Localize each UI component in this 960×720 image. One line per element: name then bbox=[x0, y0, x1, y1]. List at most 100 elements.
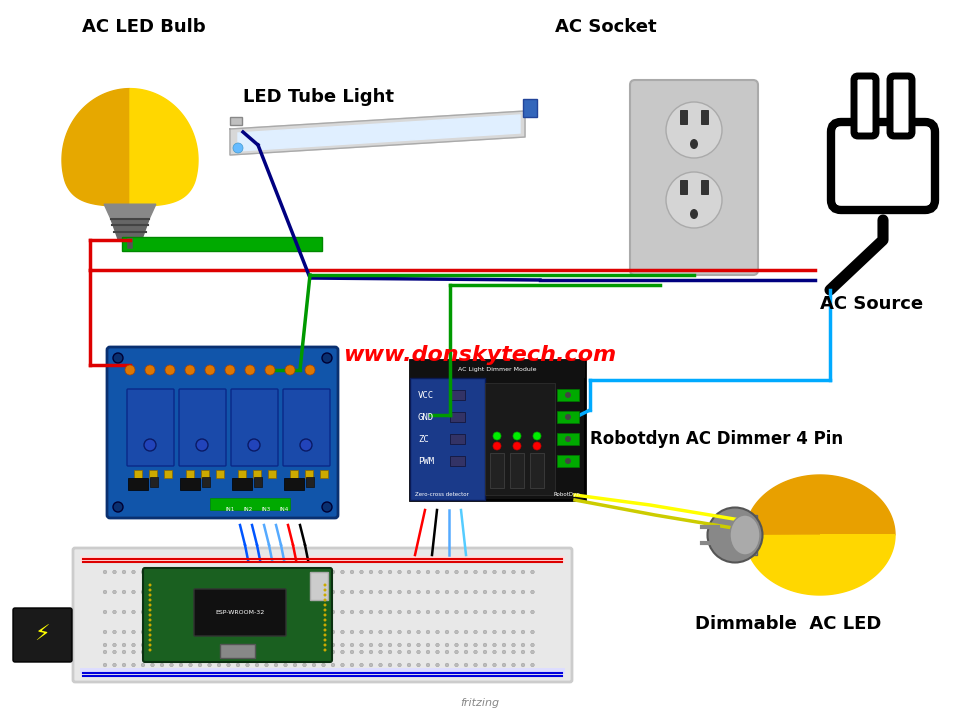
Circle shape bbox=[493, 442, 501, 450]
Circle shape bbox=[198, 630, 202, 634]
Circle shape bbox=[322, 353, 332, 363]
Text: www.donskytech.com: www.donskytech.com bbox=[344, 345, 616, 365]
Circle shape bbox=[122, 643, 126, 647]
Circle shape bbox=[284, 630, 287, 634]
Circle shape bbox=[473, 663, 477, 667]
Text: PWM: PWM bbox=[418, 456, 434, 466]
Circle shape bbox=[417, 663, 420, 667]
Text: AC Light Dimmer Module: AC Light Dimmer Module bbox=[458, 366, 537, 372]
Circle shape bbox=[305, 365, 315, 375]
Bar bbox=[557, 433, 579, 445]
Circle shape bbox=[227, 610, 230, 613]
Circle shape bbox=[189, 643, 192, 647]
Circle shape bbox=[502, 630, 506, 634]
FancyBboxPatch shape bbox=[194, 589, 286, 636]
FancyBboxPatch shape bbox=[179, 389, 226, 466]
Circle shape bbox=[180, 570, 182, 574]
Circle shape bbox=[324, 583, 326, 587]
Text: IN3: IN3 bbox=[261, 507, 271, 512]
Circle shape bbox=[112, 643, 116, 647]
Circle shape bbox=[322, 610, 325, 613]
Circle shape bbox=[370, 650, 372, 654]
Circle shape bbox=[350, 570, 354, 574]
Circle shape bbox=[324, 603, 326, 606]
Text: Zero-cross detector: Zero-cross detector bbox=[415, 492, 468, 497]
Circle shape bbox=[149, 588, 152, 592]
Circle shape bbox=[473, 650, 477, 654]
Circle shape bbox=[407, 643, 411, 647]
Bar bbox=[410, 378, 485, 500]
Circle shape bbox=[360, 630, 363, 634]
Circle shape bbox=[445, 643, 449, 647]
Circle shape bbox=[236, 650, 240, 654]
Circle shape bbox=[465, 590, 468, 594]
Circle shape bbox=[341, 630, 345, 634]
Polygon shape bbox=[104, 204, 156, 219]
Text: ESP-WROOM-32: ESP-WROOM-32 bbox=[215, 611, 265, 616]
Circle shape bbox=[397, 590, 401, 594]
Circle shape bbox=[388, 650, 392, 654]
Circle shape bbox=[341, 590, 345, 594]
Circle shape bbox=[397, 630, 401, 634]
Circle shape bbox=[265, 650, 268, 654]
Circle shape bbox=[465, 610, 468, 613]
Circle shape bbox=[151, 590, 155, 594]
Circle shape bbox=[426, 663, 430, 667]
Circle shape bbox=[521, 630, 525, 634]
Circle shape bbox=[445, 570, 449, 574]
Circle shape bbox=[227, 630, 230, 634]
Circle shape bbox=[149, 613, 152, 616]
Text: ⚡: ⚡ bbox=[35, 625, 50, 645]
Circle shape bbox=[350, 663, 354, 667]
Circle shape bbox=[141, 650, 145, 654]
Circle shape bbox=[370, 630, 372, 634]
Circle shape bbox=[170, 610, 174, 613]
Circle shape bbox=[227, 643, 230, 647]
Circle shape bbox=[149, 644, 152, 647]
Circle shape bbox=[236, 643, 240, 647]
Circle shape bbox=[341, 663, 345, 667]
Circle shape bbox=[293, 643, 297, 647]
Circle shape bbox=[397, 570, 401, 574]
Circle shape bbox=[350, 630, 354, 634]
Circle shape bbox=[293, 630, 297, 634]
Circle shape bbox=[160, 570, 164, 574]
Circle shape bbox=[324, 618, 326, 621]
Circle shape bbox=[322, 570, 325, 574]
Circle shape bbox=[521, 610, 525, 613]
Circle shape bbox=[512, 590, 516, 594]
Bar bbox=[80, 668, 565, 674]
Circle shape bbox=[149, 618, 152, 621]
Circle shape bbox=[324, 629, 326, 631]
Circle shape bbox=[324, 593, 326, 596]
Text: GND: GND bbox=[418, 413, 434, 421]
Text: AC Source: AC Source bbox=[820, 295, 924, 313]
Circle shape bbox=[132, 643, 135, 647]
Circle shape bbox=[455, 630, 458, 634]
Circle shape bbox=[180, 610, 182, 613]
Circle shape bbox=[331, 643, 335, 647]
Circle shape bbox=[265, 663, 268, 667]
Circle shape bbox=[255, 643, 259, 647]
Circle shape bbox=[417, 650, 420, 654]
Circle shape bbox=[312, 570, 316, 574]
Bar bbox=[186, 470, 194, 478]
Circle shape bbox=[236, 570, 240, 574]
Circle shape bbox=[531, 590, 535, 594]
Circle shape bbox=[189, 570, 192, 574]
Circle shape bbox=[322, 650, 325, 654]
Circle shape bbox=[531, 643, 535, 647]
Circle shape bbox=[302, 643, 306, 647]
Circle shape bbox=[426, 630, 430, 634]
Circle shape bbox=[465, 643, 468, 647]
Bar bbox=[268, 470, 276, 478]
Circle shape bbox=[284, 570, 287, 574]
Circle shape bbox=[370, 663, 372, 667]
Circle shape bbox=[360, 643, 363, 647]
Circle shape bbox=[198, 650, 202, 654]
Circle shape bbox=[233, 143, 243, 153]
Circle shape bbox=[104, 570, 107, 574]
Circle shape bbox=[293, 610, 297, 613]
Circle shape bbox=[512, 610, 516, 613]
Circle shape bbox=[132, 590, 135, 594]
